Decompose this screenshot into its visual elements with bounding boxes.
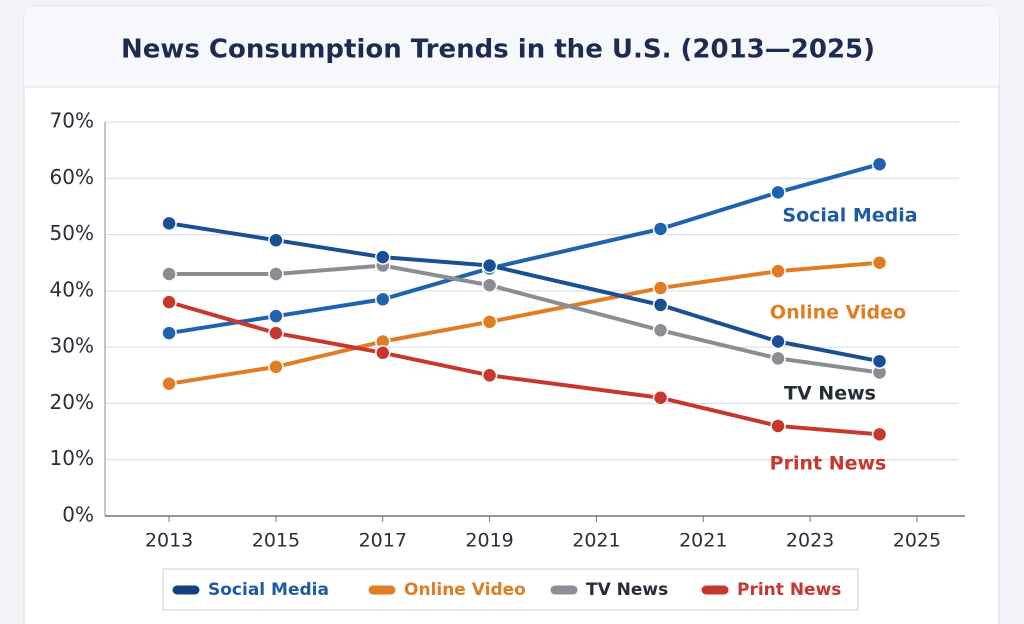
data-point: [652, 390, 669, 406]
data-point: [375, 249, 391, 265]
x-tick-label: 2021: [679, 530, 727, 552]
data-point: [871, 426, 888, 443]
y-tick-label: 30%: [50, 334, 94, 358]
x-tick-label: 2019: [465, 530, 513, 552]
chart-title: News Consumption Trends in the U.S. (201…: [121, 35, 875, 65]
x-tick-label: 2015: [252, 530, 300, 552]
y-tick-label: 60%: [50, 165, 94, 189]
data-point: [770, 350, 786, 367]
data-point: [268, 308, 284, 324]
data-point: [481, 277, 498, 293]
data-point: [652, 280, 669, 296]
data-point: [161, 266, 177, 282]
data-point: [375, 291, 391, 308]
x-tick-label: 2021: [572, 530, 620, 552]
data-point: [268, 325, 284, 341]
data-point: [268, 266, 284, 282]
data-point: [871, 254, 888, 271]
data-point: [652, 322, 669, 339]
data-point: [161, 294, 177, 310]
legend-label: Online Video: [404, 580, 526, 600]
data-point: [161, 325, 177, 341]
data-point: [268, 232, 284, 248]
x-tick-label: 2023: [786, 530, 834, 552]
data-point: [871, 156, 888, 172]
series-label: TV News: [784, 383, 876, 405]
series-label: Print News: [770, 453, 887, 475]
data-point: [161, 215, 177, 232]
legend-label: TV News: [586, 580, 668, 600]
x-tick-label: 2025: [893, 530, 941, 552]
data-point: [770, 184, 786, 201]
data-point: [770, 418, 786, 434]
legend-box: [162, 568, 859, 611]
series-label: Social Media: [782, 205, 917, 227]
data-point: [652, 221, 669, 237]
header: [24, 6, 999, 87]
data-point: [770, 263, 786, 279]
data-point: [481, 257, 498, 274]
x-tick-label: 2013: [145, 530, 193, 552]
y-tick-label: 40%: [50, 277, 94, 301]
data-point: [770, 333, 786, 350]
y-tick-label: 10%: [50, 446, 94, 470]
y-tick-label: 0%: [62, 503, 94, 527]
data-point: [375, 345, 391, 361]
y-tick-label: 70%: [50, 109, 94, 133]
data-point: [652, 297, 669, 313]
data-point: [871, 353, 888, 369]
legend-label: Social Media: [208, 580, 329, 600]
y-tick-label: 20%: [50, 390, 94, 414]
legend-label: Print News: [737, 580, 841, 600]
data-point: [481, 367, 498, 384]
data-point: [161, 375, 177, 392]
data-point: [481, 314, 498, 330]
y-tick-label: 50%: [50, 221, 94, 245]
series-label: Online Video: [770, 302, 906, 324]
data-point: [268, 359, 284, 375]
x-tick-label: 2017: [359, 530, 407, 552]
